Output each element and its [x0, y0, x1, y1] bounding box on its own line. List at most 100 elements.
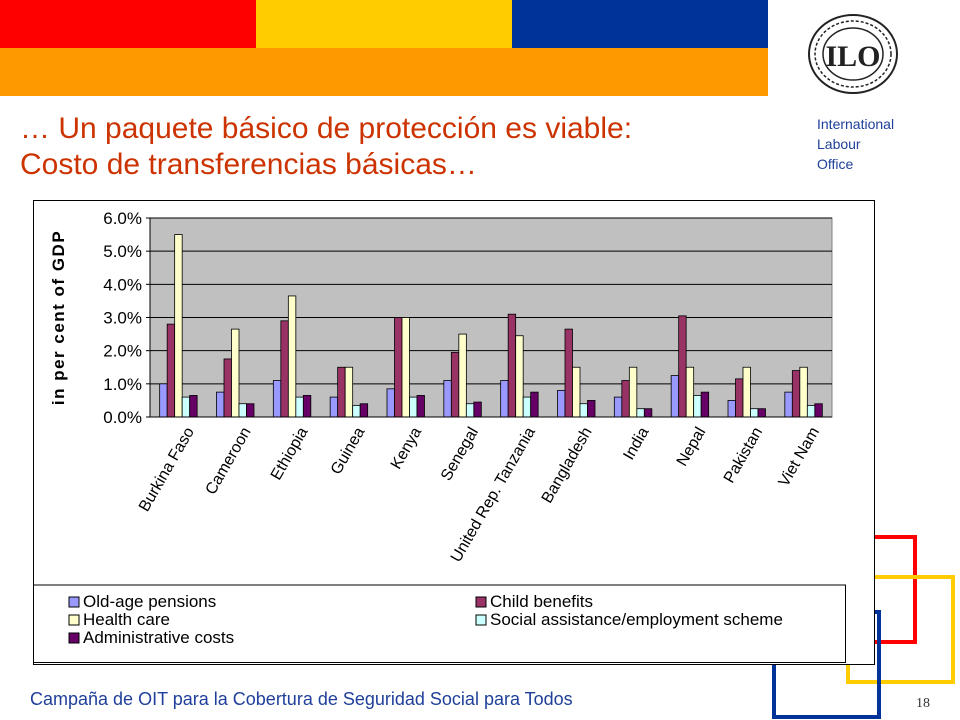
bar [806, 404, 816, 418]
header-band-orange [0, 48, 768, 96]
x-tick-label: Nepal [674, 425, 710, 470]
y-tick-label: 3.0% [103, 309, 142, 328]
bar [613, 396, 623, 418]
bar [302, 395, 312, 418]
organization-name: International Labour Office [817, 114, 894, 174]
x-tick-label: Pakistan [721, 425, 766, 487]
bar [166, 323, 176, 418]
y-tick-label: 6.0% [103, 209, 142, 228]
bar [693, 395, 702, 418]
y-axis-label: in per cent of GDP [49, 230, 68, 405]
title-line-2: Costo de transferencias básicas… [20, 148, 477, 181]
bar [386, 388, 395, 418]
y-tick-label: 5.0% [103, 242, 142, 261]
x-tick-label: Burkina Faso [136, 424, 198, 514]
bar [443, 380, 452, 418]
legend-swatch [68, 614, 80, 626]
bar [246, 403, 255, 418]
bar [223, 358, 232, 418]
chart: 0.0% 1.0% 2.0% 3.0% 4.0% 5.0% 6.0% in per cent … [33, 209, 846, 663]
page-number: 18 [916, 696, 930, 711]
bar [515, 335, 524, 418]
x-tick-label: India [620, 424, 652, 463]
bar [636, 408, 645, 418]
bar [643, 408, 653, 418]
header-band-yellow [256, 0, 512, 48]
bar [628, 366, 638, 418]
header-band-red [0, 0, 256, 48]
org-line-1: International [817, 116, 895, 132]
legend-swatch [475, 614, 487, 626]
bar [181, 396, 191, 418]
legend-label: Old-age pensions [83, 592, 216, 611]
bar [359, 403, 369, 418]
bar [500, 380, 509, 418]
bar [272, 380, 282, 418]
bar [295, 396, 304, 418]
bar [159, 383, 168, 418]
header-band-blue [512, 0, 768, 48]
bar [394, 317, 403, 418]
ilo-logo: ILO [808, 14, 898, 94]
bar [352, 404, 361, 418]
bar [735, 378, 744, 418]
title-line-1: … Un paquete básico de protección es via… [20, 112, 633, 145]
bar [685, 366, 695, 418]
bar [621, 380, 630, 418]
x-tick-label: Ethiopia [268, 424, 312, 483]
legend-label: Social assistance/employment scheme [490, 610, 783, 629]
bar [409, 396, 418, 418]
bar [757, 408, 766, 418]
bar [522, 396, 532, 418]
bar [458, 333, 467, 418]
y-tick-label: 4.0% [103, 275, 142, 294]
bar [344, 366, 354, 418]
org-line-2: Labour [817, 136, 861, 152]
x-tick-label: Kenya [388, 424, 425, 472]
legend-swatch [475, 596, 487, 608]
slide-title: … Un paquete básico de protección es via… [20, 111, 632, 183]
legend-label: Health care [83, 610, 170, 629]
org-line-3: Office [817, 156, 854, 172]
bar [791, 370, 801, 418]
footer-text: Campaña de OIT para la Cobertura de Segu… [30, 689, 573, 709]
bar [564, 328, 573, 418]
bar [231, 328, 240, 418]
bar [416, 395, 425, 418]
logo-text: ILO [825, 40, 880, 73]
bar [473, 401, 482, 418]
x-tick-label: Viet Nam [776, 425, 823, 490]
bar [572, 366, 581, 418]
x-tick-label: Guinea [328, 424, 369, 477]
y-tick-label: 0.0% [103, 408, 142, 427]
bar [670, 375, 680, 418]
legend-swatch [68, 596, 80, 608]
legend-swatch [68, 632, 80, 644]
bar [742, 366, 751, 418]
legend-box [33, 584, 846, 663]
legend-label: Child benefits [490, 592, 593, 611]
bar [678, 315, 687, 418]
bar [530, 391, 539, 418]
bar [507, 313, 517, 418]
bar [700, 391, 710, 418]
bar [337, 366, 346, 418]
bar [401, 317, 410, 418]
bar [280, 320, 289, 418]
bar [450, 351, 460, 418]
bar [784, 391, 793, 418]
bar [189, 395, 198, 418]
x-tick-label: Cameroon [203, 425, 255, 498]
bar [814, 403, 823, 418]
y-tick-label: 2.0% [103, 342, 142, 361]
bar [587, 400, 596, 418]
bar [216, 391, 225, 418]
bar [174, 234, 183, 418]
y-tick-label: 1.0% [103, 375, 142, 394]
bar [557, 390, 566, 418]
bar [579, 403, 588, 418]
bar [727, 400, 736, 418]
bar [238, 403, 247, 418]
bar [465, 403, 475, 418]
bar [799, 366, 808, 418]
